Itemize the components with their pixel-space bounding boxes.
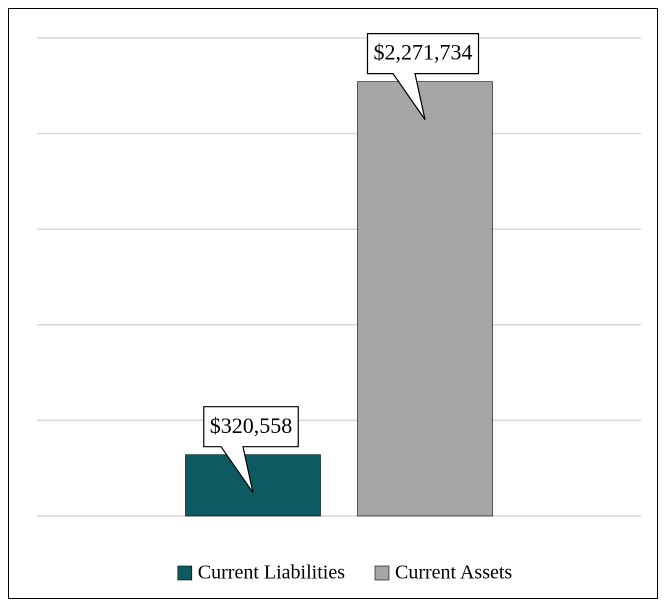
legend-swatch bbox=[374, 565, 390, 581]
legend-swatch bbox=[177, 565, 193, 581]
legend-label: Current Assets bbox=[395, 562, 512, 584]
bar bbox=[185, 454, 321, 517]
bar bbox=[357, 81, 493, 517]
callout bbox=[203, 406, 299, 494]
data-label: $2,271,734 bbox=[374, 40, 473, 65]
callout bbox=[366, 33, 480, 120]
data-label: $320,558 bbox=[210, 413, 293, 438]
chart-border bbox=[8, 8, 658, 599]
legend-label: Current Liabilities bbox=[198, 562, 345, 584]
